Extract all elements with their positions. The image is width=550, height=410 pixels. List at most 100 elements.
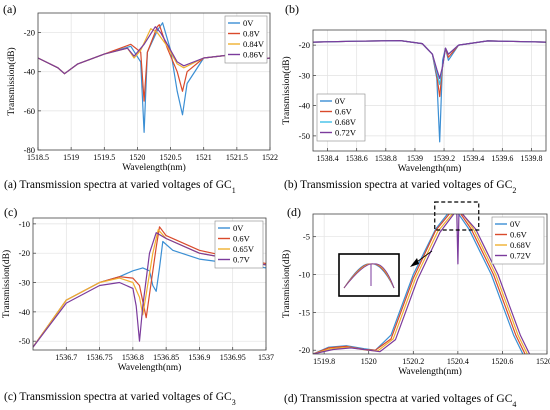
y-tick-label: -50 bbox=[19, 336, 30, 346]
y-tick-label: -20 bbox=[299, 345, 310, 355]
x-tick-label: 1521 bbox=[196, 153, 212, 162]
x-tick-label: 1537 bbox=[258, 353, 274, 362]
series-line-0.72V bbox=[313, 214, 531, 354]
panel-label: (b) bbox=[285, 2, 299, 16]
legend-entry-0.68V: 0.68V bbox=[335, 117, 357, 127]
y-tick-label: -50 bbox=[299, 131, 310, 141]
x-tick-label: 1539.6 bbox=[491, 154, 513, 163]
x-tick-label: 1536.7 bbox=[55, 353, 77, 362]
y-axis-label: Transmission(dB) bbox=[6, 47, 17, 115]
x-tick-label: 1536.95 bbox=[220, 353, 246, 362]
x-tick-label: 1520.2 bbox=[402, 357, 424, 366]
legend-entry-0.65V: 0.65V bbox=[233, 244, 255, 254]
caption-subscript: 1 bbox=[232, 186, 236, 195]
chart-panel-4: (d) 1519.8 1520 1520.2 1520.4 1520.6 1520.8 -20… bbox=[281, 201, 550, 377]
axes-frame bbox=[312, 29, 547, 152]
x-tick-label: 1519.8 bbox=[313, 357, 335, 366]
legend-entry-0V: 0V bbox=[243, 18, 254, 28]
legend-entry-0.72V: 0.72V bbox=[335, 128, 357, 138]
x-tick-label: 1539.4 bbox=[462, 154, 484, 163]
x-tick-label: 1539 bbox=[407, 154, 423, 163]
chart-panel-1: (a) 1518.5 1519 1519.5 1520 1520.5 1521 1521.5 1… bbox=[3, 2, 278, 173]
x-tick-label: 1522 bbox=[262, 153, 278, 162]
inset-curve-0.72V bbox=[343, 263, 395, 289]
series-line-0.6V bbox=[313, 39, 546, 98]
series-line-0.7V bbox=[33, 232, 266, 348]
x-tick-label: 1520.5 bbox=[160, 153, 182, 162]
x-tick-label: 1538.4 bbox=[317, 154, 339, 163]
y-tick-label: -5 bbox=[303, 232, 310, 242]
x-tick-label: 1538.6 bbox=[346, 154, 368, 163]
axes-frame bbox=[32, 217, 267, 351]
y-tick-label: -15 bbox=[299, 307, 310, 317]
plot-area bbox=[313, 39, 546, 143]
y-tick-label: -40 bbox=[19, 307, 30, 317]
legend-entry-0.6V: 0.6V bbox=[335, 107, 353, 117]
y-tick-label: -40 bbox=[24, 67, 35, 77]
y-tick-label: -20 bbox=[299, 40, 310, 50]
x-tick-label: 1536.85 bbox=[153, 353, 179, 362]
x-tick-label: 1518.5 bbox=[27, 153, 49, 162]
legend-entry-0.6V: 0.6V bbox=[233, 234, 251, 244]
x-tick-label: 1519 bbox=[63, 153, 79, 162]
legend-entry-0.6V: 0.6V bbox=[510, 230, 528, 240]
legend-entry-0.8V: 0.8V bbox=[243, 29, 261, 39]
legend-entry-0V: 0V bbox=[510, 219, 521, 229]
x-tick-label: 1521.5 bbox=[226, 153, 248, 162]
y-tick-label: -20 bbox=[19, 248, 30, 258]
x-tick-label: 1536.8 bbox=[122, 353, 144, 362]
y-tick-label: -20 bbox=[24, 28, 35, 38]
y-tick-label: -30 bbox=[19, 278, 30, 288]
x-tick-label: 1520 bbox=[129, 153, 145, 162]
x-tick-label: 1539.8 bbox=[520, 154, 542, 163]
zoom-region-box bbox=[434, 201, 480, 231]
chart-panel-2: (b) 1538.4 1538.6 1538.8 1539 1539.2 1539.4 153… bbox=[281, 2, 547, 174]
legend-entry-0.7V: 0.7V bbox=[233, 255, 251, 265]
panel-label: (c) bbox=[4, 205, 17, 219]
y-tick-label: -40 bbox=[299, 101, 310, 111]
y-tick-label: -80 bbox=[24, 145, 35, 155]
x-tick-label: 1520.8 bbox=[536, 357, 550, 366]
y-axis-label: Transmission(dB) bbox=[281, 250, 292, 318]
x-tick-label: 1536.75 bbox=[87, 353, 113, 362]
axes-frame bbox=[312, 213, 548, 355]
panel-label: (a) bbox=[3, 2, 16, 16]
legend-entry-0.84V: 0.84V bbox=[243, 39, 265, 49]
chart-panel-3: (c) 1536.7 1536.75 1536.8 1536.85 1536.9 1536.… bbox=[1, 205, 274, 373]
x-tick-label: 1536.9 bbox=[188, 353, 210, 362]
panel-label: (d) bbox=[287, 205, 301, 219]
y-tick-label: -10 bbox=[19, 219, 30, 229]
figure-caption: (d) Transmission spectra at varied volta… bbox=[284, 393, 516, 409]
legend-entry-0V: 0V bbox=[233, 223, 244, 233]
series-line-0.72V bbox=[313, 39, 546, 80]
plot-area bbox=[313, 214, 531, 354]
x-axis-label: Wavelength(nm) bbox=[398, 163, 462, 174]
axes-frame bbox=[37, 12, 271, 151]
figure-caption: (b) Transmission spectra at varied volta… bbox=[284, 179, 516, 195]
caption-subscript: 4 bbox=[512, 400, 516, 409]
y-tick-label: -30 bbox=[299, 70, 310, 80]
legend-entry-0V: 0V bbox=[335, 96, 346, 106]
figure-caption: (c) Transmission spectra at varied volta… bbox=[4, 391, 236, 407]
y-axis-label: Transmission(dB) bbox=[1, 250, 12, 318]
x-tick-label: 1520.4 bbox=[447, 357, 469, 366]
x-axis-label: Wavelength(nm) bbox=[122, 162, 186, 173]
x-axis-label: Wavelength(nm) bbox=[118, 362, 182, 373]
x-tick-label: 1539.2 bbox=[433, 154, 455, 163]
x-tick-label: 1520.6 bbox=[491, 357, 513, 366]
inset-arrow-head bbox=[410, 258, 419, 267]
x-tick-label: 1519.5 bbox=[93, 153, 115, 162]
x-tick-label: 1520 bbox=[361, 357, 377, 366]
legend-entry-0.68V: 0.68V bbox=[510, 240, 532, 250]
y-tick-label: -10 bbox=[299, 270, 310, 280]
caption-subscript: 2 bbox=[512, 186, 516, 195]
figure-caption: (a) Transmission spectra at varied volta… bbox=[4, 179, 236, 195]
plot-area bbox=[33, 226, 266, 348]
plot-area bbox=[38, 22, 270, 133]
series-line-0V bbox=[313, 214, 524, 354]
